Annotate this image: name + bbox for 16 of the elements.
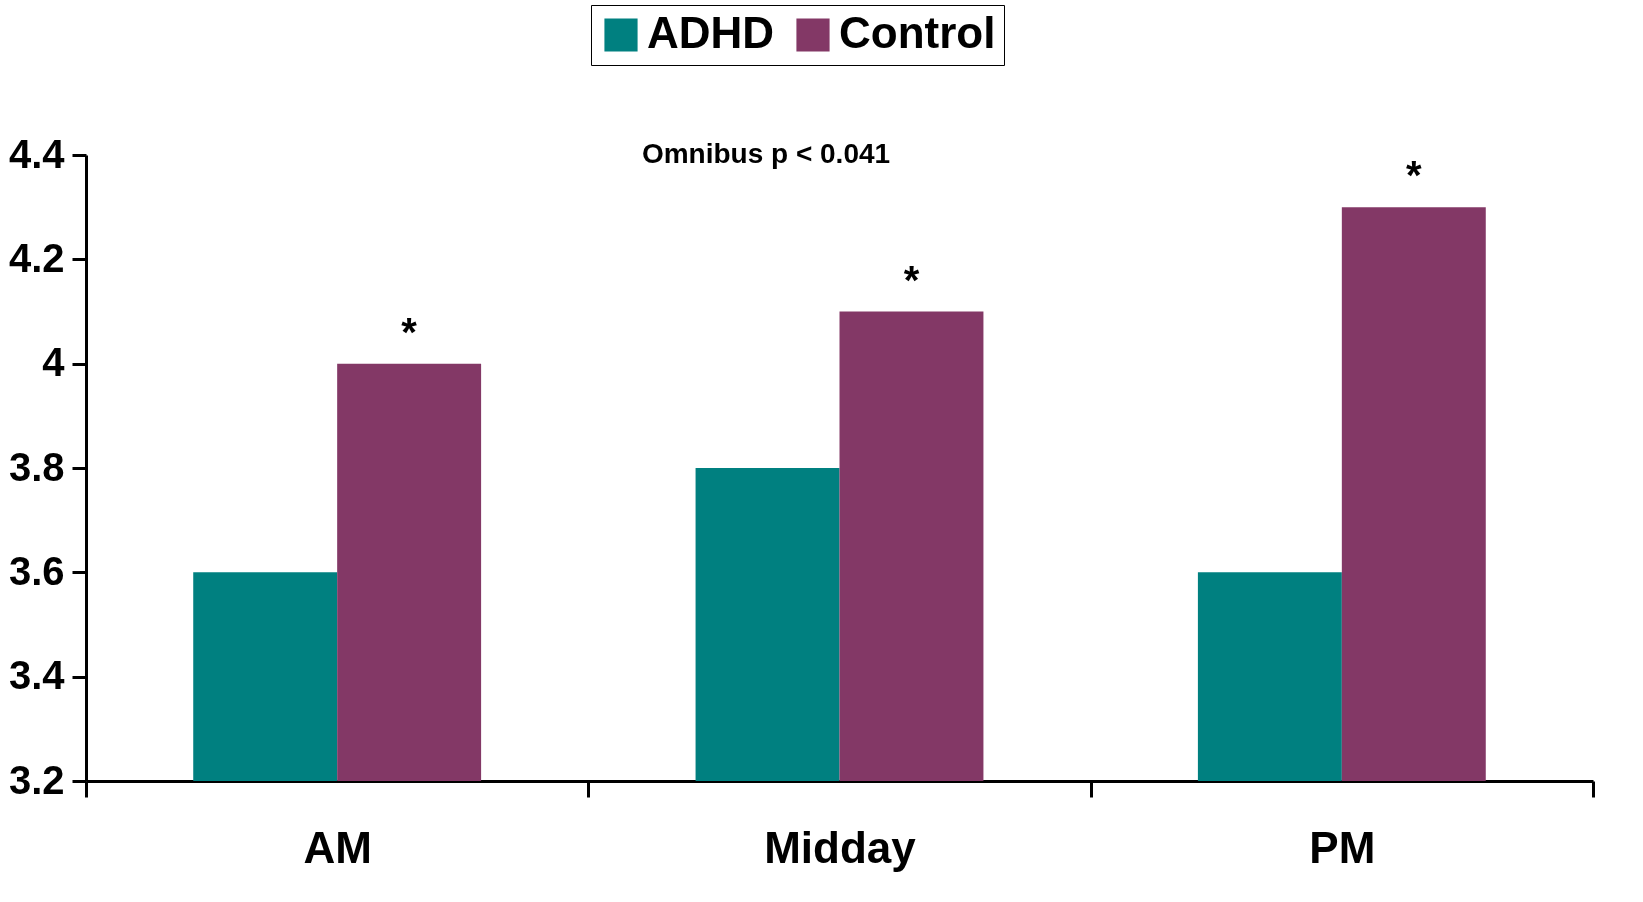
x-tick-label: Midday (764, 822, 917, 872)
annotation: * (903, 257, 920, 302)
y-tick-label: 3.4 (8, 653, 66, 698)
y-tick-label: 3.2 (8, 757, 65, 802)
x-tick-label: AM (303, 822, 372, 872)
y-tick-label: 3.6 (8, 548, 65, 593)
x-tick-label: PM (1309, 822, 1376, 872)
y-tick-label: 4 (42, 340, 66, 385)
annotation: Omnibus p < 0.041 (641, 138, 891, 169)
legend-label: Control (839, 8, 996, 57)
legend-label: ADHD (647, 8, 775, 57)
y-tick-label: 4.2 (8, 235, 65, 280)
annotation: * (401, 309, 418, 354)
y-tick-label: 4.4 (8, 131, 66, 176)
annotation: * (1406, 153, 1423, 198)
y-tick-label: 3.8 (8, 444, 65, 489)
